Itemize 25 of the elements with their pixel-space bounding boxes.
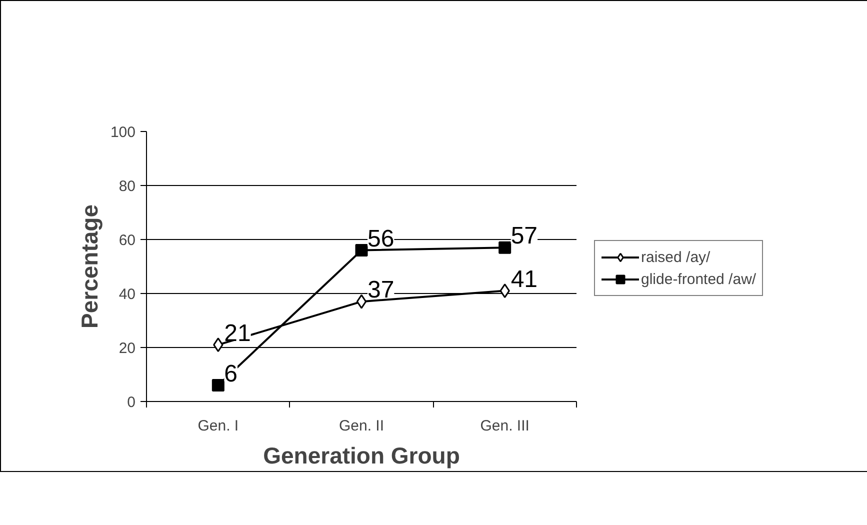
x-tick-label: Gen. II: [338, 418, 384, 434]
y-tick-label: 60: [118, 232, 136, 249]
legend-label: glide-fronted /aw/: [641, 270, 756, 288]
data-label: 21: [224, 320, 251, 347]
point: [355, 244, 368, 257]
y-tick-label: 80: [118, 178, 136, 195]
point: [498, 241, 512, 254]
x-tick-label: Gen. III: [480, 418, 530, 434]
data-label: 41: [510, 266, 538, 293]
y-tick-label: 0: [127, 394, 136, 411]
y-tick-label: 40: [118, 286, 136, 303]
data-label: 6: [224, 360, 238, 388]
x-axis-title: Generation Group: [263, 442, 460, 468]
data-label: 57: [510, 222, 538, 250]
point: [213, 338, 224, 352]
y-tick-label: 20: [118, 340, 136, 357]
point: [500, 284, 510, 298]
point: [356, 294, 367, 309]
data-label: 56: [368, 225, 394, 252]
x-tick-label: Gen. I: [198, 418, 239, 434]
y-axis-title: Percentage: [76, 204, 102, 329]
data-label: 37: [368, 276, 394, 304]
legend-label: raised /ay/: [641, 248, 710, 266]
y-tick-label: 100: [110, 124, 136, 141]
point: [212, 379, 224, 392]
